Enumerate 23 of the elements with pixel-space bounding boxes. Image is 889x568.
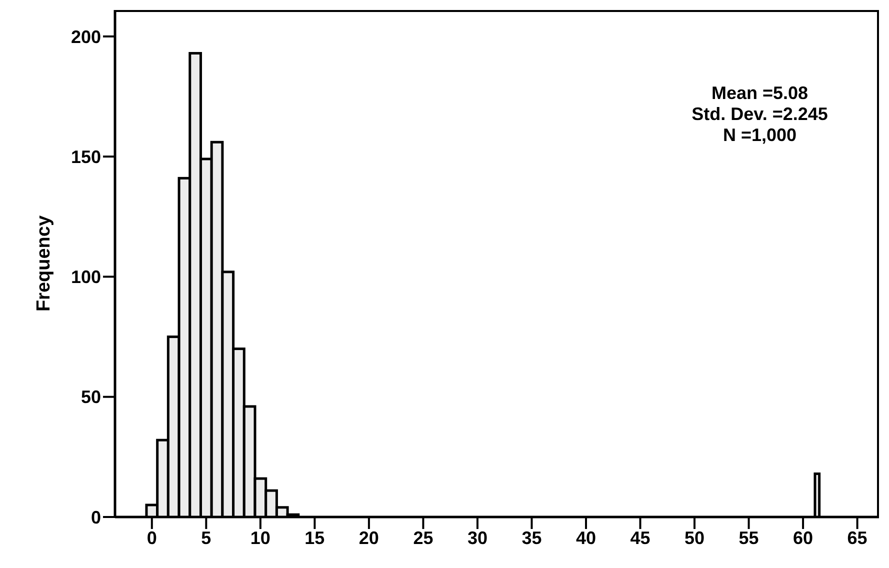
x-tick-label: 60 (793, 528, 814, 548)
y-tick-label: 100 (70, 267, 101, 288)
x-tick-label: 20 (358, 528, 379, 548)
x-tick-label: 5 (201, 528, 212, 548)
x-tick-label: 15 (304, 528, 325, 548)
annotation: Mean =5.08 (710, 83, 810, 104)
x-tick-label: 35 (522, 528, 542, 548)
y-axis-title: Frequency (34, 215, 55, 312)
annotation: Std. Dev. =2.245 (690, 104, 829, 125)
y-tick-label: 50 (80, 387, 101, 408)
x-tick-label: 10 (250, 528, 270, 548)
x-tick-label: 0 (146, 528, 157, 548)
annotation: N =1,000 (722, 125, 798, 146)
x-tick-label: 40 (576, 528, 596, 548)
x-tick-label: 55 (738, 528, 759, 548)
y-tick-label: 200 (70, 26, 101, 47)
x-tick-label: 30 (467, 528, 488, 548)
y-tick-label: 150 (70, 146, 101, 167)
y-tick-label: 0 (90, 507, 101, 528)
x-tick-label: 45 (630, 528, 650, 548)
x-tick-label: 65 (847, 528, 868, 548)
x-tick-label: 25 (413, 528, 434, 548)
x-tick-label: 50 (684, 528, 705, 548)
